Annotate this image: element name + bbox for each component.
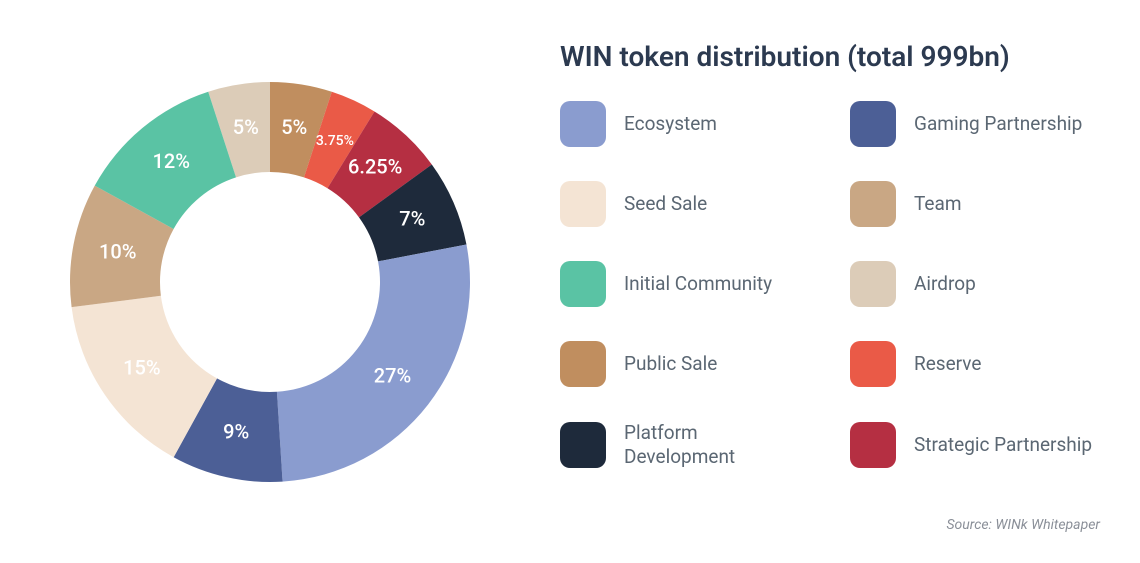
legend-label-ecosystem: Ecosystem [624,112,717,136]
slice-label-gaming: 9% [223,419,249,443]
legend-swatch-airdrop [850,261,896,307]
slice-label-public_sale: 5% [281,115,307,139]
legend-label-airdrop: Airdrop [914,272,976,296]
donut-chart: 5% 5% 3.75% 6.25% 7% 27% 9% 15% 10% 12% [40,52,500,512]
legend-item-seed_sale: Seed Sale [560,181,810,227]
legend-label-strategic: Strategic Partnership [914,433,1092,457]
legend-item-platform_dev: Platform Development [560,421,810,469]
legend-label-seed_sale: Seed Sale [624,192,707,216]
legend-swatch-platform_dev [560,422,606,468]
chart-title: WIN token distribution (total 999bn) [560,40,1100,73]
legend-item-airdrop: Airdrop [850,261,1100,307]
legend-label-initial_comm: Initial Community [624,272,772,296]
slice-label-strategic: 6.25% [348,154,402,178]
source-text: Source: WINk Whitepaper [560,517,1100,533]
legend-swatch-ecosystem [560,101,606,147]
legend-swatch-seed_sale [560,181,606,227]
legend-swatch-reserve [850,341,896,387]
legend-label-reserve: Reserve [914,352,981,376]
slice-label-platform_dev: 7% [399,206,425,230]
slice-label-reserve: 3.75% [316,132,354,148]
legend-swatch-gaming [850,101,896,147]
slice-label-initial_comm: 12% [152,148,189,172]
legend-item-gaming: Gaming Partnership [850,101,1100,147]
legend-area: WIN token distribution (total 999bn) Eco… [540,0,1140,563]
legend-item-initial_comm: Initial Community [560,261,810,307]
legend-item-ecosystem: Ecosystem [560,101,810,147]
slice-label-ecosystem: 27% [374,363,411,387]
slice-label-seed_sale: 15% [123,355,160,379]
legend-label-public_sale: Public Sale [624,352,717,376]
legend-label-team: Team [914,192,962,216]
legend-label-gaming: Gaming Partnership [914,112,1082,136]
legend-item-strategic: Strategic Partnership [850,421,1100,469]
legend-swatch-team [850,181,896,227]
chart-container: 5% 5% 3.75% 6.25% 7% 27% 9% 15% 10% 12% WIN token… [0,0,1140,563]
chart-area: 5% 5% 3.75% 6.25% 7% 27% 9% 15% 10% 12% [0,0,540,563]
legend-swatch-initial_comm [560,261,606,307]
legend-item-reserve: Reserve [850,341,1100,387]
legend-label-platform_dev: Platform Development [624,421,804,469]
legend-swatch-strategic [850,422,896,468]
slice-label-airdrop: 5% [233,115,259,139]
legend-grid: Ecosystem Gaming Partnership Seed Sale Team… [560,101,1100,505]
legend-item-team: Team [850,181,1100,227]
slice-label-team: 10% [99,239,136,263]
legend-swatch-public_sale [560,341,606,387]
legend-item-public_sale: Public Sale [560,341,810,387]
